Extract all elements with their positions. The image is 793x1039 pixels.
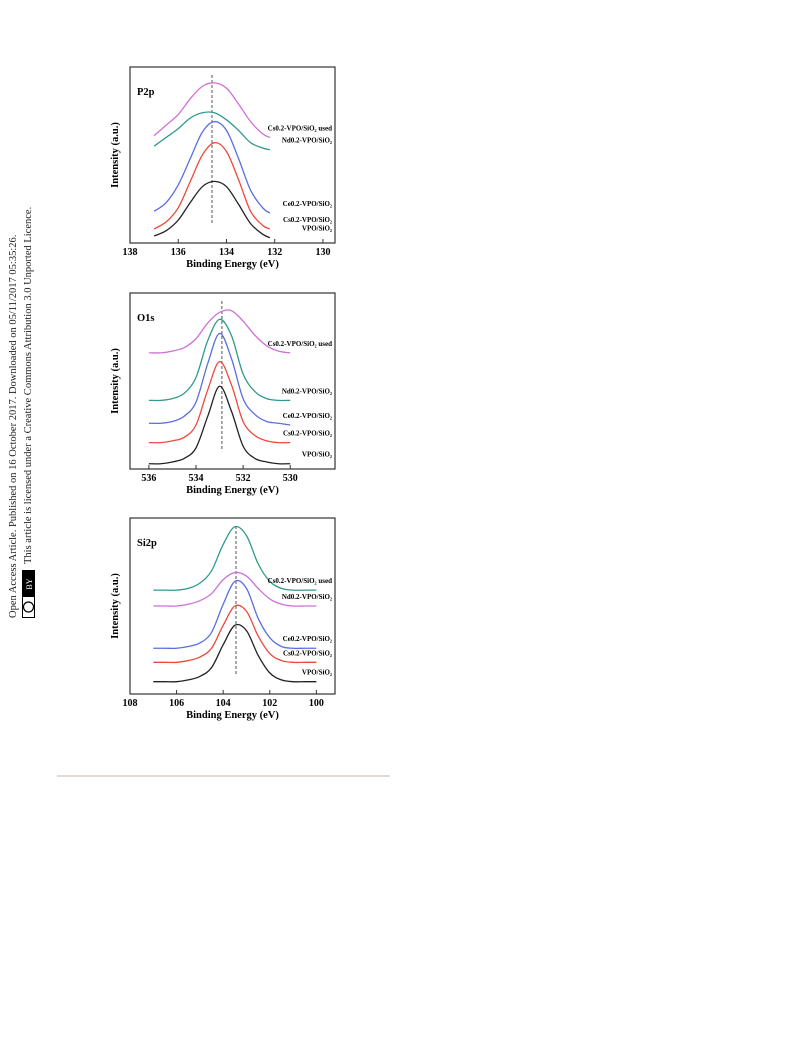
- panel-label: P2p: [137, 87, 155, 98]
- badge-text: BY: [25, 578, 34, 589]
- x-tick-label: 104: [216, 698, 231, 709]
- spectrum-line: [153, 82, 271, 139]
- x-tick-label: 106: [169, 698, 184, 709]
- x-tick-label: 136: [171, 247, 186, 258]
- plot-frame: [129, 66, 336, 244]
- x-tick-label: 534: [188, 473, 203, 484]
- series-label: Cs0.2-VPO/SiO₂ used: [268, 124, 332, 132]
- x-tick-label: 130: [315, 247, 330, 258]
- x-tick-label: 536: [141, 473, 156, 484]
- spectrum-line: [148, 318, 291, 402]
- series-label: VPO/SiO₂: [302, 669, 332, 677]
- x-tick-label: 134: [219, 247, 234, 258]
- x-tick-label: 532: [236, 473, 251, 484]
- plot-frame: [129, 517, 336, 695]
- series-label: VPO/SiO₂: [302, 225, 332, 233]
- y-axis-label: Intensity (a.u.): [110, 122, 121, 188]
- spectrum-line: [148, 332, 291, 426]
- sidebar-line-2: BY This article is licensed under a Crea…: [22, 207, 35, 618]
- spectrum-line: [153, 579, 317, 650]
- spectrum-line: [153, 604, 317, 664]
- x-axis-label: Binding Energy (eV): [186, 259, 279, 270]
- license-note: This article is licensed under a Creativ…: [23, 207, 34, 564]
- spectrum-line: [153, 525, 317, 591]
- series-label: Ce0.2-VPO/SiO₂: [283, 412, 332, 420]
- series-label: Cs0.2-VPO/SiO₂: [283, 649, 332, 657]
- series-label: Cs0.2-VPO/SiO₂ used: [268, 577, 332, 585]
- x-tick-label: 100: [309, 698, 324, 709]
- x-tick-label: 132: [267, 247, 282, 258]
- series-label: Nd0.2-VPO/SiO₂: [282, 387, 332, 395]
- series-label: Nd0.2-VPO/SiO₂: [282, 593, 332, 601]
- cc-icon: [22, 601, 35, 613]
- spectrum-line: [153, 141, 271, 230]
- y-axis-label: Intensity (a.u.): [110, 348, 121, 414]
- spectrum-line: [153, 571, 317, 607]
- panel-label: Si2p: [137, 538, 157, 549]
- series-label: Nd0.2-VPO/SiO₂: [282, 137, 332, 145]
- x-axis-label: Binding Energy (eV): [186, 485, 279, 496]
- spectrum-line: [153, 120, 271, 214]
- panel-label: O1s: [137, 313, 155, 324]
- sidebar-line-1: Open Access Article. Published on 16 Oct…: [8, 235, 19, 618]
- x-tick-label: 138: [123, 247, 138, 258]
- spectrum-line: [153, 111, 271, 151]
- spectrum-line: [148, 309, 291, 354]
- y-axis-label: Intensity (a.u.): [110, 573, 121, 639]
- series-label: Cs0.2-VPO/SiO₂: [283, 216, 332, 224]
- x-tick-label: 102: [262, 698, 277, 709]
- spectrum-line: [148, 385, 291, 465]
- spectrum-line: [153, 180, 271, 239]
- x-axis-label: Binding Energy (eV): [186, 710, 279, 721]
- access-note: Open Access Article. Published on 16 Oct…: [8, 235, 19, 618]
- x-tick-label: 108: [123, 698, 138, 709]
- series-label: VPO/SiO₂: [302, 451, 332, 459]
- series-label: Cs0.2-VPO/SiO₂: [283, 430, 332, 438]
- series-label: Ce0.2-VPO/SiO₂: [283, 635, 332, 643]
- x-tick-label: 530: [283, 473, 298, 484]
- series-label: Cs0.2-VPO/SiO₂ used: [268, 340, 332, 348]
- spectrum-line: [148, 361, 291, 444]
- spectrum-line: [153, 623, 317, 683]
- series-label: Ce0.2-VPO/SiO₂: [283, 200, 332, 208]
- plot-frame: [129, 292, 336, 470]
- badge-cc-bg: [23, 597, 34, 617]
